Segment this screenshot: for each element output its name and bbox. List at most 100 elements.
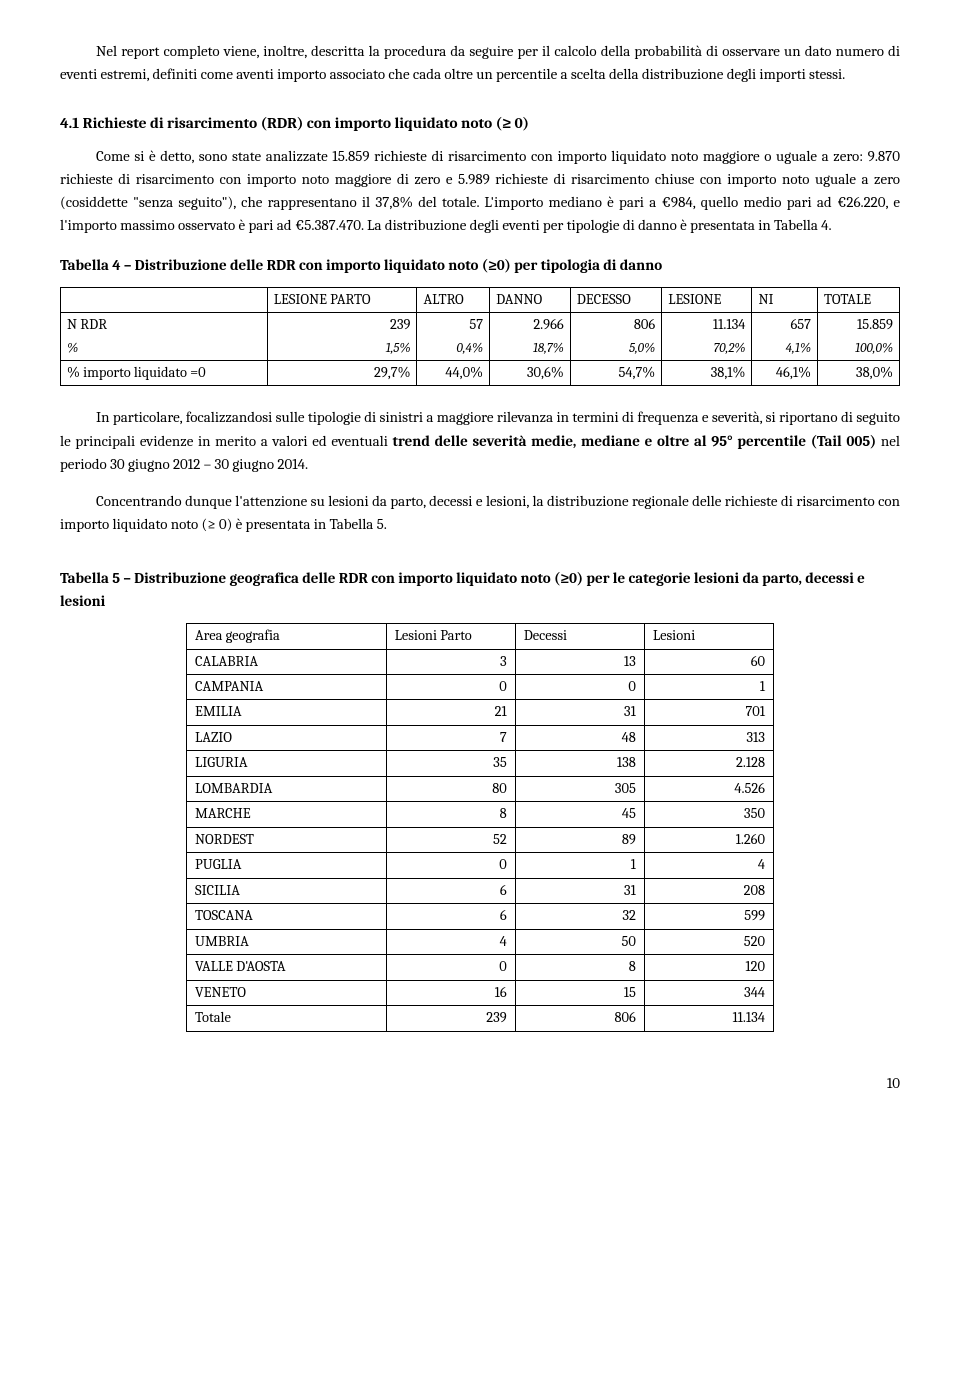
table-4-cell: 239 bbox=[267, 313, 417, 338]
table-4-cell: 38,1% bbox=[662, 360, 752, 385]
table-5-cell: SICILIA bbox=[187, 878, 387, 903]
table-5-row: CAMPANIA001 bbox=[187, 675, 774, 700]
table-5-row: UMBRIA450520 bbox=[187, 929, 774, 954]
table-4-cell: 657 bbox=[752, 313, 818, 338]
table-5-cell: 8 bbox=[515, 955, 644, 980]
table-5-cell: 80 bbox=[386, 776, 515, 801]
table-5-caption: Tabella 5 – Distribuzione geografica del… bbox=[60, 567, 900, 614]
table-4-row-imp: % importo liquidato =0 29,7% 44,0% 30,6%… bbox=[61, 360, 900, 385]
table-5-cell: 31 bbox=[515, 878, 644, 903]
table-4-cell: 46,1% bbox=[752, 360, 818, 385]
table-5-cell: 520 bbox=[644, 929, 773, 954]
trend-text-bold: trend delle severità medie, mediane e ol… bbox=[393, 432, 877, 450]
table-5-row: NORDEST52891.260 bbox=[187, 827, 774, 852]
table-4-cell: 100,0% bbox=[818, 338, 900, 361]
table-5-cell: 138 bbox=[515, 751, 644, 776]
table-4-cell: 0,4% bbox=[417, 338, 490, 361]
table-5-cell: LOMBARDIA bbox=[187, 776, 387, 801]
table-5-header-cell: Lesioni bbox=[644, 624, 773, 649]
regional-paragraph: Concentrando dunque l'attenzione su lesi… bbox=[60, 490, 900, 537]
table-4-cell: 1,5% bbox=[267, 338, 417, 361]
table-5-cell: 1 bbox=[644, 675, 773, 700]
table-4-row-nrdr: N RDR 239 57 2.966 806 11.134 657 15.859 bbox=[61, 313, 900, 338]
table-5-cell: 13 bbox=[515, 649, 644, 674]
table-4-cell: % bbox=[61, 338, 268, 361]
table-5-cell: 52 bbox=[386, 827, 515, 852]
table-5-row: SICILIA631208 bbox=[187, 878, 774, 903]
table-4-header-cell: LESIONE PARTO bbox=[267, 287, 417, 312]
table-4-cell: N RDR bbox=[61, 313, 268, 338]
table-4-cell: 30,6% bbox=[490, 360, 571, 385]
table-5-cell: 31 bbox=[515, 700, 644, 725]
table-4-cell: 4,1% bbox=[752, 338, 818, 361]
table-5-cell: 4 bbox=[644, 853, 773, 878]
table-5-cell: 4 bbox=[386, 929, 515, 954]
table-5-cell: 32 bbox=[515, 904, 644, 929]
table-5-cell: 1.260 bbox=[644, 827, 773, 852]
table-5-cell: TOSCANA bbox=[187, 904, 387, 929]
table-5-cell: 21 bbox=[386, 700, 515, 725]
table-5-cell: 3 bbox=[386, 649, 515, 674]
table-5-cell: 8 bbox=[386, 802, 515, 827]
table-5-cell: 6 bbox=[386, 904, 515, 929]
table-5-row: MARCHE845350 bbox=[187, 802, 774, 827]
table-4-header-cell: TOTALE bbox=[818, 287, 900, 312]
table-5-cell: 11.134 bbox=[644, 1006, 773, 1031]
table-5-header-cell: Area geografia bbox=[187, 624, 387, 649]
table-5-cell: 0 bbox=[386, 853, 515, 878]
table-5-row: VALLE D'AOSTA08120 bbox=[187, 955, 774, 980]
table-5-cell: PUGLIA bbox=[187, 853, 387, 878]
table-4-cell: 44,0% bbox=[417, 360, 490, 385]
table-4-header-cell bbox=[61, 287, 268, 312]
table-4-cell: 38,0% bbox=[818, 360, 900, 385]
table-5-cell: 48 bbox=[515, 725, 644, 750]
table-5-cell: 6 bbox=[386, 878, 515, 903]
table-5-header-cell: Lesioni Parto bbox=[386, 624, 515, 649]
table-5-cell: VALLE D'AOSTA bbox=[187, 955, 387, 980]
trend-paragraph: In particolare, focalizzandosi sulle tip… bbox=[60, 406, 900, 476]
table-5-cell: 599 bbox=[644, 904, 773, 929]
table-5-row: Totale23980611.134 bbox=[187, 1006, 774, 1031]
table-5-cell: 0 bbox=[386, 955, 515, 980]
table-5-row: LOMBARDIA803054.526 bbox=[187, 776, 774, 801]
table-4-header-cell: ALTRO bbox=[417, 287, 490, 312]
table-4-cell: % importo liquidato =0 bbox=[61, 360, 268, 385]
table-5-row: VENETO1615344 bbox=[187, 980, 774, 1005]
table-5-cell: 35 bbox=[386, 751, 515, 776]
table-5-row: CALABRIA31360 bbox=[187, 649, 774, 674]
table-4-cell: 54,7% bbox=[570, 360, 661, 385]
table-5-cell: 0 bbox=[515, 675, 644, 700]
page-number: 10 bbox=[60, 1072, 900, 1095]
table-5-cell: 15 bbox=[515, 980, 644, 1005]
table-4-cell: 5,0% bbox=[570, 338, 661, 361]
table-5-cell: LIGURIA bbox=[187, 751, 387, 776]
table-5-cell: VENETO bbox=[187, 980, 387, 1005]
table-5-cell: 89 bbox=[515, 827, 644, 852]
table-5-cell: 313 bbox=[644, 725, 773, 750]
table-4-header-cell: LESIONE bbox=[662, 287, 752, 312]
table-5-cell: 7 bbox=[386, 725, 515, 750]
table-5-row: LAZIO748313 bbox=[187, 725, 774, 750]
table-5-cell: 16 bbox=[386, 980, 515, 1005]
table-5-row: TOSCANA632599 bbox=[187, 904, 774, 929]
table-4-cell: 15.859 bbox=[818, 313, 900, 338]
intro-paragraph: Nel report completo viene, inoltre, desc… bbox=[60, 40, 900, 87]
table-5-cell: 344 bbox=[644, 980, 773, 1005]
table-5-cell: 305 bbox=[515, 776, 644, 801]
table-4-header-cell: DANNO bbox=[490, 287, 571, 312]
table-5-cell: 50 bbox=[515, 929, 644, 954]
table-5: Area geografia Lesioni Parto Decessi Les… bbox=[186, 623, 774, 1032]
table-4-caption: Tabella 4 – Distribuzione delle RDR con … bbox=[60, 254, 900, 277]
table-4-cell: 29,7% bbox=[267, 360, 417, 385]
section-heading-4-1: 4.1 Richieste di risarcimento (RDR) con … bbox=[60, 111, 900, 135]
table-4: LESIONE PARTO ALTRO DANNO DECESSO LESION… bbox=[60, 287, 900, 387]
table-5-cell: 1 bbox=[515, 853, 644, 878]
table-5-cell: UMBRIA bbox=[187, 929, 387, 954]
table-5-cell: NORDEST bbox=[187, 827, 387, 852]
table-5-cell: MARCHE bbox=[187, 802, 387, 827]
table-5-cell: 2.128 bbox=[644, 751, 773, 776]
table-4-cell: 2.966 bbox=[490, 313, 571, 338]
table-5-cell: 4.526 bbox=[644, 776, 773, 801]
table-5-cell: 806 bbox=[515, 1006, 644, 1031]
table-5-cell: Totale bbox=[187, 1006, 387, 1031]
